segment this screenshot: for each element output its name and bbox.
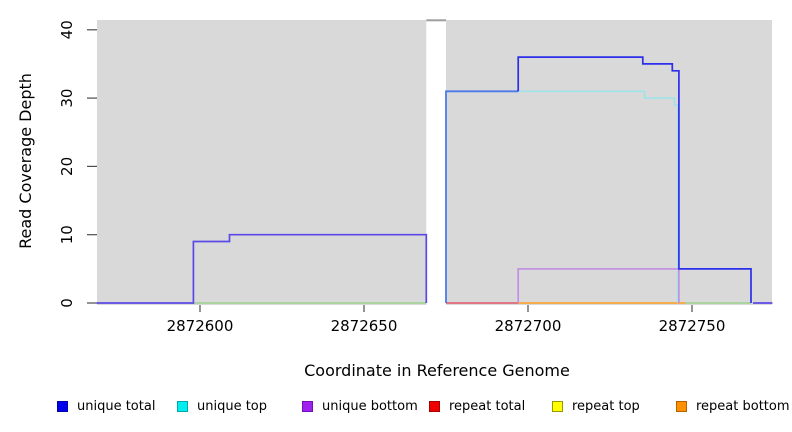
y-tick-label: 20 bbox=[58, 157, 76, 176]
legend-label: repeat bottom bbox=[696, 399, 790, 414]
x-tick-label: 2872750 bbox=[659, 317, 726, 335]
legend-swatch-icon bbox=[429, 401, 440, 412]
legend-label: repeat total bbox=[449, 399, 526, 414]
x-tick-label: 2872650 bbox=[331, 317, 398, 335]
legend-label: unique top bbox=[197, 399, 268, 414]
x-tick-label: 2872700 bbox=[495, 317, 562, 335]
legend-item-repeat-total: repeat total bbox=[429, 399, 525, 414]
legend-label: unique bottom bbox=[322, 399, 418, 414]
unique-top-line-line bbox=[446, 90, 679, 303]
legend-label: repeat top bbox=[572, 399, 640, 414]
y-axis-title: Read Coverage Depth bbox=[16, 73, 35, 249]
legend-item-repeat-bottom: repeat bottom bbox=[676, 399, 790, 414]
legend-item-unique-bottom: unique bottom bbox=[302, 399, 418, 414]
unique-bottom-line-line bbox=[517, 268, 680, 303]
x-axis-title: Coordinate in Reference Genome bbox=[304, 361, 570, 380]
no-data-gap-cap bbox=[426, 19, 446, 22]
legend: unique total unique top unique bottom repea… bbox=[0, 399, 792, 423]
unique-left-block-line bbox=[96, 233, 428, 304]
legend-swatch-icon bbox=[552, 401, 563, 412]
x-tick-label: 2872600 bbox=[167, 317, 234, 335]
y-tick-label: 40 bbox=[58, 20, 76, 39]
unique-total-line-line bbox=[517, 56, 752, 303]
y-tick-label: 0 bbox=[58, 298, 76, 308]
legend-swatch-icon bbox=[57, 401, 68, 412]
unique-total-over-top-line bbox=[445, 90, 519, 303]
legend-swatch-icon bbox=[177, 401, 188, 412]
y-tick-label: 30 bbox=[58, 89, 76, 108]
legend-item-unique-total: unique total bbox=[57, 399, 155, 414]
no-data-gap-band bbox=[426, 20, 446, 305]
legend-item-unique-top: unique top bbox=[177, 399, 267, 414]
legend-item-repeat-top: repeat top bbox=[552, 399, 640, 414]
y-tick-label: 10 bbox=[58, 225, 76, 244]
legend-swatch-icon bbox=[302, 401, 313, 412]
plot-area: 2872600 2872650 2872700 2872750 0 10 20 30 40 bbox=[58, 19, 773, 335]
legend-swatch-icon bbox=[676, 401, 687, 412]
legend-label: unique total bbox=[77, 399, 156, 414]
